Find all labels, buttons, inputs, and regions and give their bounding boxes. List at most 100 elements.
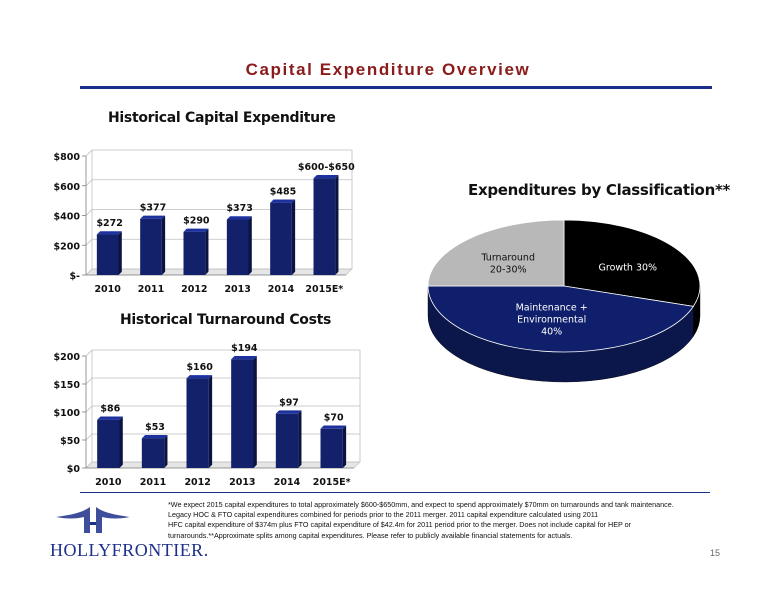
turnaround-bar-chart: $0 $50 $100 $150 $200 $86 2010 $53 2011 $160 2012 $… — [54, 343, 361, 488]
y-tick-label: $400 — [54, 212, 81, 223]
bar-side — [248, 216, 252, 275]
logo-text: HOLLYFRONTIER. — [50, 540, 209, 560]
bar-top — [313, 175, 339, 179]
bar-top — [231, 356, 257, 360]
pie-slice — [427, 219, 565, 287]
pie-chart-title: Expenditures by Classification** — [468, 181, 731, 199]
y-tick-label: $- — [69, 271, 80, 282]
x-tick-label: 2014 — [268, 284, 295, 295]
bar-side — [205, 228, 209, 275]
bar-value-label: $290 — [183, 216, 210, 227]
gridline — [85, 461, 360, 469]
gridline — [85, 149, 352, 157]
y-tick-label: $800 — [54, 152, 81, 163]
bar-value-label: $53 — [145, 422, 165, 433]
bar-side — [164, 435, 168, 468]
bar-side — [335, 175, 339, 275]
capex-bar-chart: $- $200 $400 $600 $800 $272 2010 $377 2011 $290 20… — [54, 149, 355, 295]
bar — [183, 231, 206, 275]
y-tick-label: $50 — [60, 436, 80, 447]
bar-top — [275, 410, 302, 414]
y-tick-label: $150 — [54, 380, 81, 391]
x-tick-label: 2014 — [274, 477, 301, 488]
logo-wing-icon — [56, 507, 130, 533]
bar — [231, 359, 254, 468]
bar-side — [118, 231, 122, 275]
title-divider — [80, 86, 712, 89]
gridline — [85, 179, 352, 187]
bar-top — [226, 216, 252, 220]
pie-slice-label: Growth 30% — [599, 263, 658, 274]
bar-top — [141, 435, 168, 439]
bar-value-label: $194 — [231, 343, 258, 354]
bar-top — [186, 375, 213, 379]
bar-side — [208, 375, 213, 468]
bar-value-label: $70 — [324, 413, 344, 424]
pie-slice-label: Turnaround — [480, 253, 535, 264]
pie-slice-label: 40% — [541, 327, 562, 338]
bar-value-label: $97 — [279, 397, 299, 408]
bar-side — [291, 199, 296, 275]
page-number: 15 — [710, 548, 721, 558]
gridline — [85, 405, 360, 413]
gridline — [85, 268, 352, 276]
chart-floor — [85, 268, 353, 276]
pie-slice-label: Environmental — [517, 315, 586, 326]
x-tick-label: 2011 — [138, 284, 164, 295]
bar — [270, 202, 292, 275]
bar-side — [342, 425, 347, 468]
x-tick-label: 2011 — [140, 477, 166, 488]
gridline — [85, 238, 352, 246]
footnote-line: Legacy HOC & FTO capital expenditures co… — [168, 510, 599, 520]
bar-value-label: $485 — [270, 187, 296, 198]
chart-floor — [85, 461, 361, 469]
bar-side — [161, 215, 166, 275]
bar-top — [320, 425, 347, 429]
footnote-line: HFC capital expenditure of $374m plus FT… — [168, 520, 632, 530]
y-tick-label: $600 — [54, 182, 81, 193]
x-tick-label: 2010 — [95, 477, 122, 488]
bar — [320, 428, 343, 468]
y-tick-label: $200 — [54, 241, 81, 252]
x-tick-label: 2013 — [229, 477, 255, 488]
footer-divider — [80, 492, 710, 493]
bar-side — [298, 410, 302, 468]
bar — [141, 438, 165, 468]
bar — [275, 413, 299, 468]
bar-value-label: $377 — [140, 203, 166, 214]
gridline — [85, 209, 352, 216]
x-tick-label: 2010 — [94, 284, 121, 295]
footnote-line: *We expect 2015 capital expenditures to … — [168, 500, 674, 509]
x-tick-label: 2015E* — [305, 284, 343, 295]
x-tick-label: 2012 — [184, 477, 210, 488]
footnote: *We expect 2015 capital expenditures to … — [168, 500, 728, 541]
bar — [96, 234, 119, 275]
pie-slice — [563, 219, 701, 307]
bar — [186, 378, 209, 468]
x-tick-label: 2012 — [181, 284, 207, 295]
bar-top — [270, 199, 296, 203]
bar-top — [97, 416, 123, 420]
bar — [97, 419, 120, 468]
bar-side — [253, 356, 257, 468]
pie-slice-label: Maintenance + — [516, 303, 588, 314]
bar-top — [140, 215, 166, 219]
turnaround-chart-title: Historical Turnaround Costs — [120, 312, 332, 328]
footnote-line: turnarounds.**Approximate splits among c… — [168, 530, 573, 540]
y-tick-label: $0 — [67, 464, 81, 475]
gridline — [85, 349, 360, 357]
bar-top — [183, 228, 209, 232]
bar-value-label: $600-$650 — [298, 162, 355, 173]
bar — [313, 178, 336, 275]
bar — [226, 219, 249, 275]
gridline — [85, 433, 360, 441]
pie-slice — [427, 285, 695, 353]
capex-chart-title: Historical Capital Expenditure — [108, 110, 336, 126]
x-tick-label: 2015E* — [313, 477, 351, 488]
bar-value-label: $86 — [100, 404, 120, 415]
bar-top — [96, 231, 122, 235]
page-title: Capital Expenditure Overview — [245, 60, 531, 79]
y-tick-label: $100 — [54, 408, 81, 419]
bar-value-label: $373 — [226, 203, 252, 214]
